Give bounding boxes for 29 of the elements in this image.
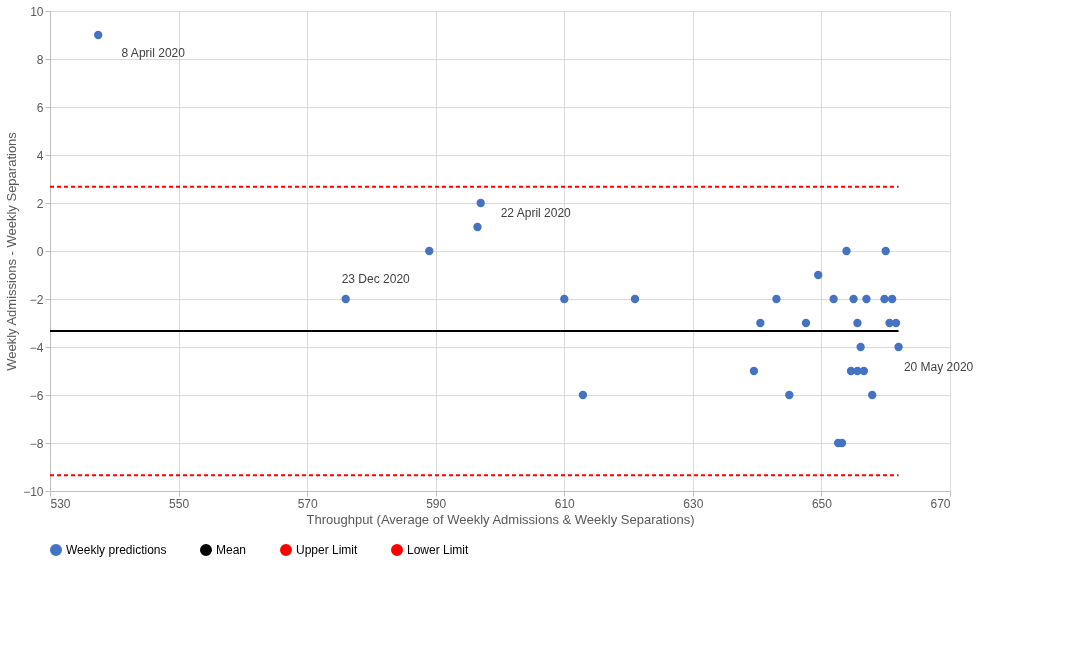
legend-label: Lower Limit	[407, 543, 470, 557]
annotation: 20 May 2020	[903, 360, 974, 374]
x-axis-title: Throughput (Average of Weekly Admissions & Weekly Separations)	[306, 511, 695, 527]
y-tick-label: 8	[36, 52, 44, 67]
y-axis-title: Weekly Admissions - Weekly Separations	[4, 131, 20, 371]
annotation: 8 April 2020	[121, 46, 186, 60]
legend-label: Weekly predictions	[66, 543, 167, 557]
x-tick-label: 610	[554, 496, 576, 511]
y-tick-label: −8	[29, 436, 44, 451]
y-tick-label: −4	[29, 340, 44, 355]
y-tick-label: 6	[36, 100, 44, 115]
y-tick-label: −2	[29, 292, 44, 307]
x-tick-label: 550	[169, 496, 190, 511]
y-tick-label: −6	[29, 388, 44, 403]
x-tick-label: 530	[50, 496, 71, 511]
annotation: 22 April 2020	[500, 206, 572, 220]
x-tick-label: 650	[811, 496, 833, 511]
x-tick-label: 630	[683, 496, 704, 511]
annotation: 23 Dec 2020	[341, 272, 411, 286]
y-tick-label: 4	[36, 148, 44, 163]
x-tick-label: 570	[297, 496, 318, 511]
x-tick-label: 590	[426, 496, 447, 511]
y-tick-label: 2	[36, 196, 44, 211]
legend-label: Upper Limit	[296, 543, 359, 557]
y-tick-label: 0	[36, 244, 44, 259]
y-tick-label: −10	[23, 484, 44, 499]
legend-label: Mean	[216, 543, 247, 557]
x-tick-label: 670	[930, 496, 951, 511]
y-tick-label: 10	[30, 4, 44, 19]
